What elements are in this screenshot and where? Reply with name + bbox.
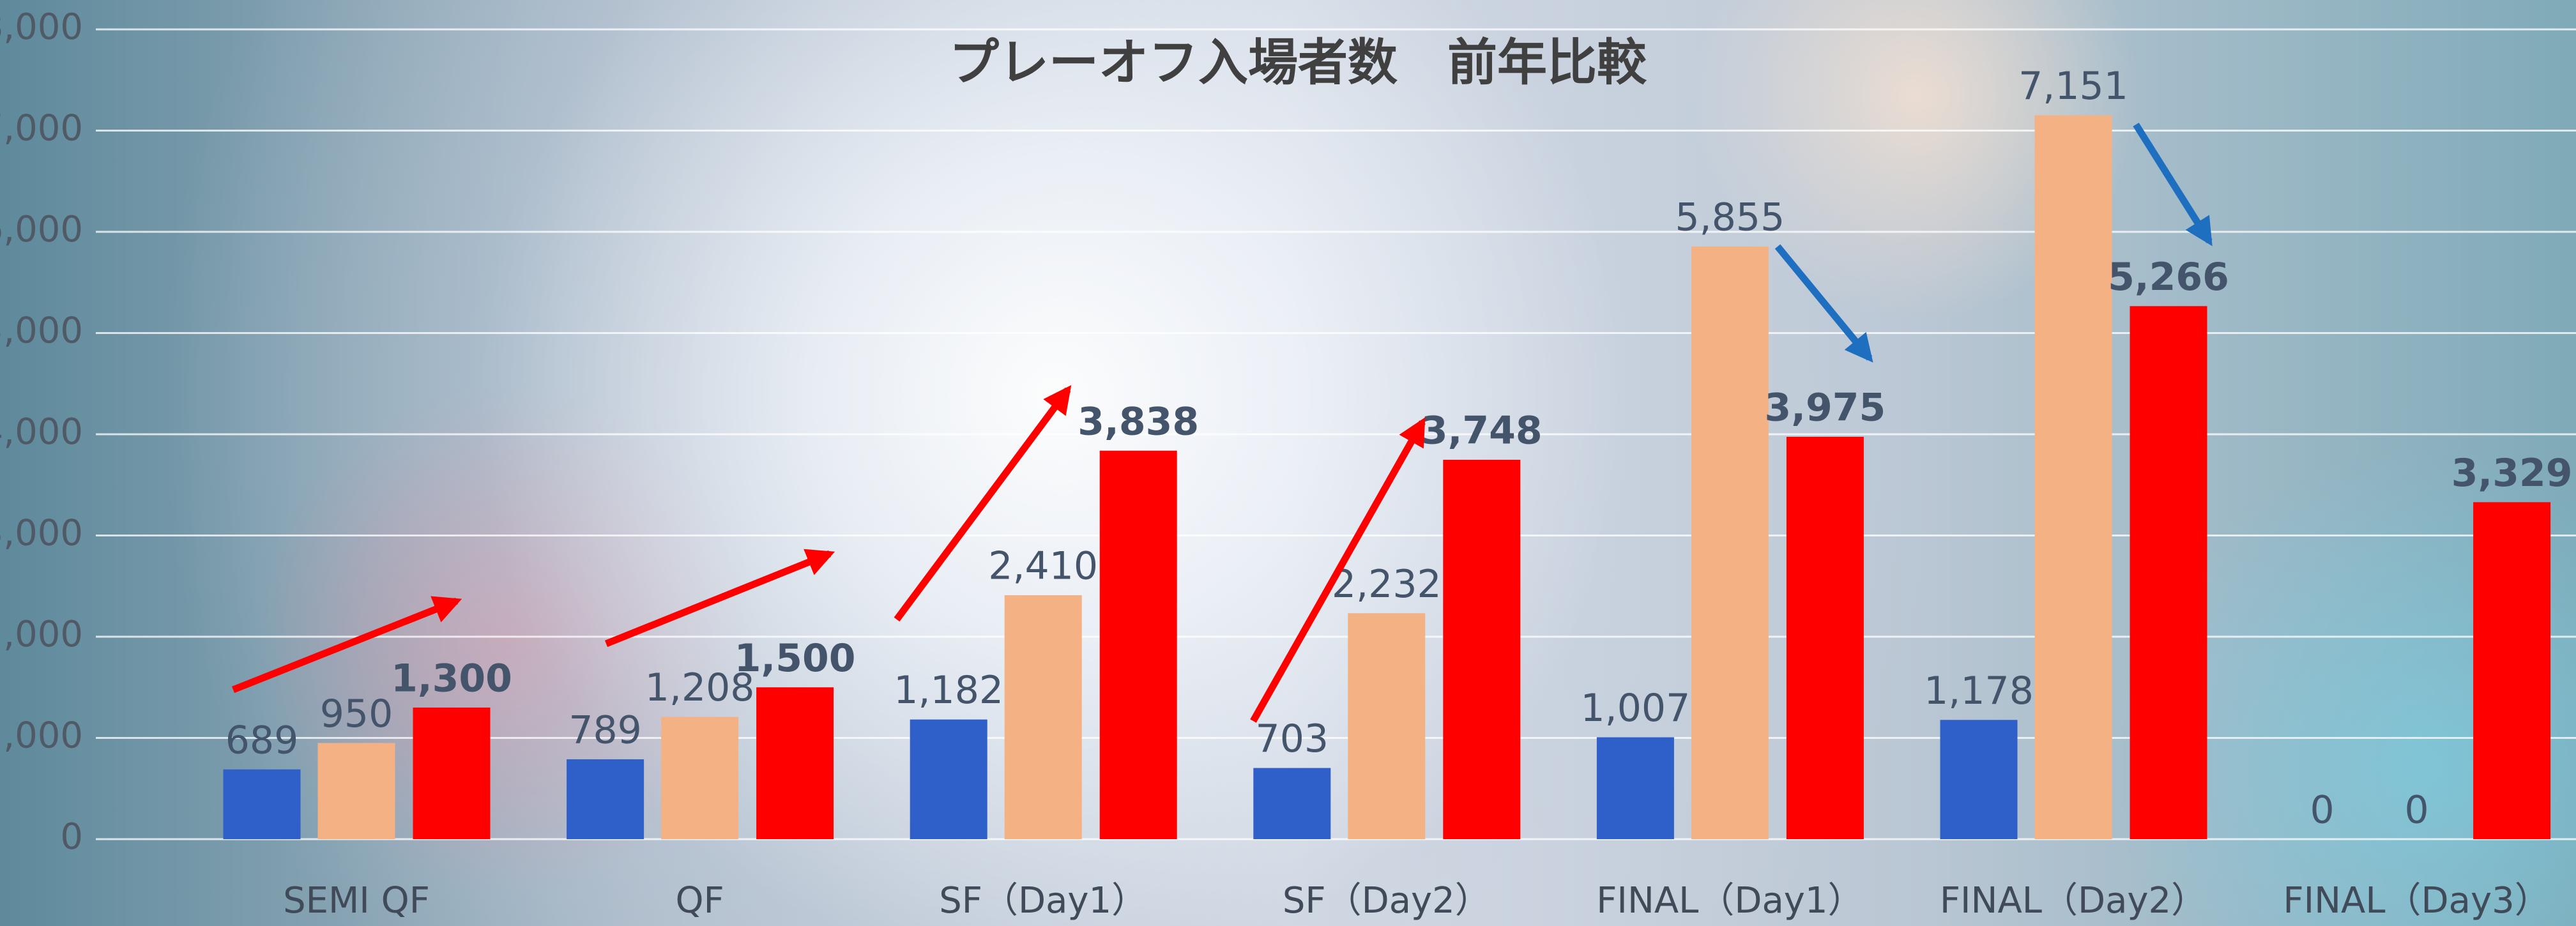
value-label: 5,266	[2108, 255, 2229, 300]
bar	[1348, 613, 1425, 839]
chart: プレーオフ入場者数 前年比較 0 1,000 2,000 3,000 4,000 5,00…	[0, 0, 2576, 926]
bar	[1691, 247, 1769, 839]
bar	[413, 708, 491, 839]
chart-title: プレーオフ入場者数 前年比較	[949, 34, 1647, 91]
bar	[224, 770, 301, 839]
y-tick-label: 1,000	[0, 715, 83, 757]
value-label: 1,182	[894, 668, 1003, 713]
value-label: 3,748	[1421, 409, 1543, 453]
x-tick-label: FINAL（Day3）	[2283, 880, 2550, 922]
bar	[1443, 460, 1520, 839]
value-label: 0	[2310, 788, 2335, 833]
bar	[661, 717, 738, 839]
arrow	[2136, 125, 2209, 241]
value-label: 2,410	[988, 544, 1098, 589]
y-tick-label: 6,000	[0, 209, 83, 250]
bar	[2035, 116, 2112, 839]
arrow	[1778, 247, 1870, 358]
bar	[1005, 595, 1082, 839]
value-label: 3,329	[2451, 451, 2573, 496]
value-label: 7,151	[2018, 64, 2128, 109]
x-tick-label: FINAL（Day1）	[1596, 880, 1863, 922]
bar	[1100, 451, 1177, 839]
value-label: 2,232	[1332, 562, 1442, 607]
y-tick-label: 4,000	[0, 411, 83, 453]
arrow	[606, 554, 830, 644]
value-label: 689	[225, 718, 299, 763]
x-tick-label: SF（Day1）	[939, 880, 1147, 922]
bar	[910, 720, 987, 839]
bar	[567, 759, 644, 839]
trend-arrows	[233, 125, 2209, 721]
value-label: 950	[320, 692, 393, 736]
y-tick-label: 2,000	[0, 614, 83, 655]
value-label: 5,855	[1675, 195, 1785, 240]
value-label: 1,300	[391, 657, 512, 701]
bar	[1253, 768, 1330, 839]
x-tick-label: FINAL（Day2）	[1940, 880, 2207, 922]
x-tick-label: SF（Day2）	[1283, 880, 1491, 922]
value-label: 703	[1256, 717, 1329, 761]
y-tick-label: 8,000	[0, 6, 83, 48]
bar	[2130, 306, 2207, 839]
value-label: 1,178	[1924, 669, 2034, 713]
value-label: 1,500	[735, 636, 856, 681]
y-tick-label: 7,000	[0, 108, 83, 149]
y-tick-label: 5,000	[0, 310, 83, 352]
y-tick-label: 0	[60, 816, 83, 858]
page: プレーオフ入場者数 前年比較 0 1,000 2,000 3,000 4,000 5,00…	[0, 0, 2576, 926]
value-label: 3,975	[1765, 386, 1886, 430]
x-tick-label: QF	[675, 880, 724, 922]
bar	[1940, 720, 2018, 839]
bar	[318, 743, 395, 839]
value-label: 0	[2405, 788, 2429, 833]
value-label: 789	[568, 708, 642, 753]
bar	[1597, 737, 1674, 839]
value-label: 1,007	[1581, 686, 1691, 731]
bar	[2473, 502, 2550, 839]
y-tick-label: 3,000	[0, 513, 83, 554]
bar	[756, 687, 834, 839]
x-tick-label: SEMI QF	[283, 880, 430, 922]
value-label: 3,838	[1078, 399, 1199, 444]
bar	[1787, 437, 1864, 839]
